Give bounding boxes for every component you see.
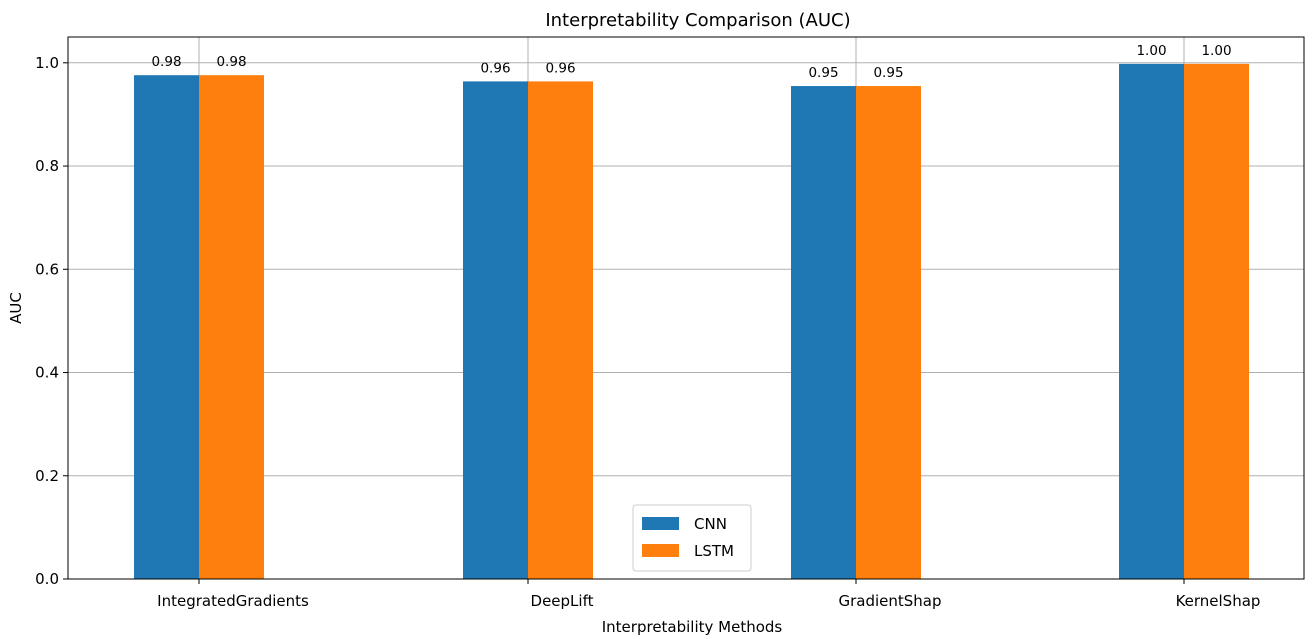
x-tick-label: KernelShap [1176, 592, 1261, 610]
bar-lstm [856, 86, 921, 580]
bar-cnn [791, 86, 856, 580]
bars [134, 63, 1249, 580]
x-tick-label: GradientShap [838, 592, 941, 610]
data-labels: 0.98 0.96 0.95 1.00 0.98 0.96 0.95 1.00 [151, 43, 1231, 81]
y-tick-label: 0.6 [35, 260, 59, 278]
bar-cnn [463, 81, 528, 579]
data-label: 0.98 [151, 54, 181, 70]
legend-swatch-lstm [642, 544, 679, 557]
y-axis-label: AUC [7, 292, 25, 324]
x-tick-label: IntegratedGradients [157, 592, 309, 610]
data-label: 1.00 [1136, 43, 1166, 59]
y-tick-label: 0.8 [35, 157, 59, 175]
legend-label: CNN [694, 515, 727, 533]
y-tick-label: 1.0 [35, 54, 59, 72]
bar-cnn [1119, 63, 1184, 579]
y-axis-ticks: 0.0 0.2 0.4 0.6 0.8 1.0 [35, 54, 68, 588]
bar-lstm [1184, 63, 1249, 579]
chart-title: Interpretability Comparison (AUC) [545, 10, 850, 31]
x-axis-label: Interpretability Methods [602, 618, 783, 636]
data-label: 0.96 [480, 60, 510, 76]
bar-lstm [528, 81, 593, 579]
x-axis-ticks: IntegratedGradients DeepLift GradientShap K… [157, 579, 1260, 610]
data-label: 0.98 [216, 54, 246, 70]
data-label: 0.96 [545, 60, 575, 76]
plot-frame [67, 36, 1305, 580]
bar-lstm [199, 75, 264, 580]
y-tick-label: 0.2 [35, 467, 59, 485]
legend: CNN LSTM [632, 504, 752, 572]
x-tick-label: DeepLift [531, 592, 594, 610]
y-tick-label: 0.0 [35, 570, 59, 588]
bar-cnn [134, 75, 199, 580]
legend-box [632, 504, 752, 572]
data-label: 0.95 [873, 65, 903, 81]
data-label: 1.00 [1201, 43, 1231, 59]
legend-label: LSTM [694, 542, 734, 560]
data-label: 0.95 [808, 65, 838, 81]
y-tick-label: 0.4 [35, 364, 59, 382]
legend-swatch-cnn [642, 517, 679, 530]
